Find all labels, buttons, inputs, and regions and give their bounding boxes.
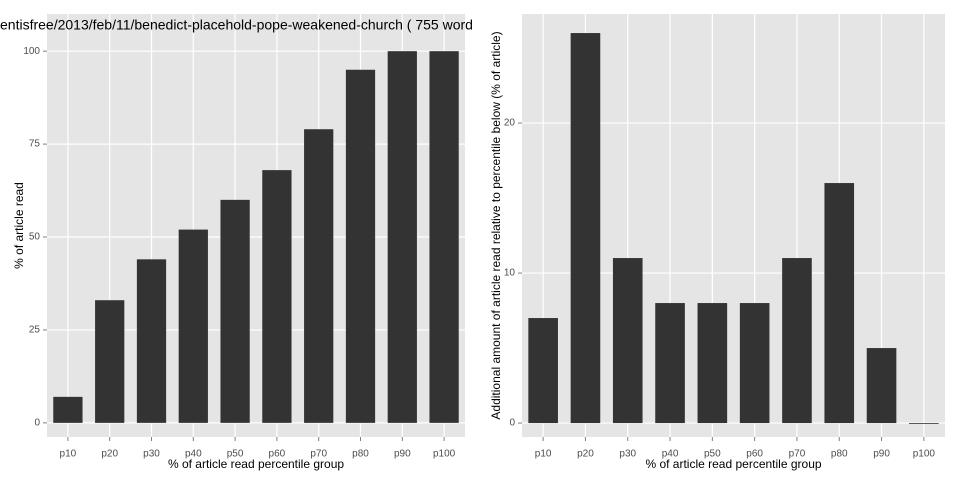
bar bbox=[570, 33, 601, 424]
x-tick-label: p40 bbox=[662, 449, 679, 460]
x-axis-title: % of article read percentile group bbox=[645, 457, 821, 471]
x-tick-label: p80 bbox=[352, 449, 369, 460]
bar bbox=[697, 303, 728, 424]
x-tick-label: p100 bbox=[433, 449, 456, 460]
x-tick-label: p30 bbox=[143, 449, 160, 460]
y-axis-title: Additional amount of article read relati… bbox=[489, 31, 503, 419]
x-tick-label: p100 bbox=[913, 449, 936, 460]
y-tick-label: 50 bbox=[29, 232, 41, 243]
y-tick-label: 0 bbox=[34, 418, 40, 429]
bar bbox=[909, 423, 939, 424]
y-tick-label: 10 bbox=[504, 268, 516, 279]
x-tick-label: p50 bbox=[704, 449, 721, 460]
chart-title: entisfree/2013/feb/11/benedict-placehold… bbox=[0, 17, 473, 33]
bar bbox=[782, 258, 812, 424]
x-tick-label: p70 bbox=[789, 449, 806, 460]
bar bbox=[345, 69, 376, 423]
y-tick-label: 75 bbox=[29, 139, 41, 150]
x-tick-label: p10 bbox=[60, 449, 77, 460]
bar bbox=[429, 51, 459, 423]
x-tick-label: p70 bbox=[310, 449, 327, 460]
x-tick-label: p80 bbox=[831, 449, 848, 460]
bar bbox=[655, 303, 685, 424]
x-tick-label: p90 bbox=[394, 449, 411, 460]
x-tick-label: p20 bbox=[101, 449, 118, 460]
x-tick-label: p10 bbox=[535, 449, 552, 460]
x-tick-label: p90 bbox=[873, 449, 890, 460]
bar bbox=[53, 396, 83, 423]
y-tick-label: 100 bbox=[23, 46, 40, 57]
bar bbox=[262, 170, 292, 423]
x-axis-title: % of article read percentile group bbox=[168, 457, 344, 471]
y-axis-title: % of article read bbox=[12, 182, 26, 269]
x-tick-label: p40 bbox=[185, 449, 202, 460]
bar bbox=[612, 258, 643, 424]
bar bbox=[178, 229, 208, 423]
bar bbox=[95, 300, 125, 423]
y-tick-label: 0 bbox=[509, 418, 515, 429]
bar bbox=[739, 303, 770, 424]
bar bbox=[136, 259, 167, 423]
bar bbox=[304, 129, 334, 423]
x-tick-label: p30 bbox=[619, 449, 636, 460]
x-tick-label: p60 bbox=[746, 449, 763, 460]
bar bbox=[220, 199, 250, 423]
bar bbox=[528, 318, 558, 424]
y-tick-label: 20 bbox=[504, 118, 516, 129]
bar bbox=[824, 183, 855, 424]
x-tick-label: p50 bbox=[227, 449, 244, 460]
x-tick-label: p20 bbox=[577, 449, 594, 460]
bar bbox=[387, 51, 417, 423]
bar bbox=[866, 348, 897, 424]
y-tick-label: 25 bbox=[29, 325, 41, 336]
x-tick-label: p60 bbox=[269, 449, 286, 460]
